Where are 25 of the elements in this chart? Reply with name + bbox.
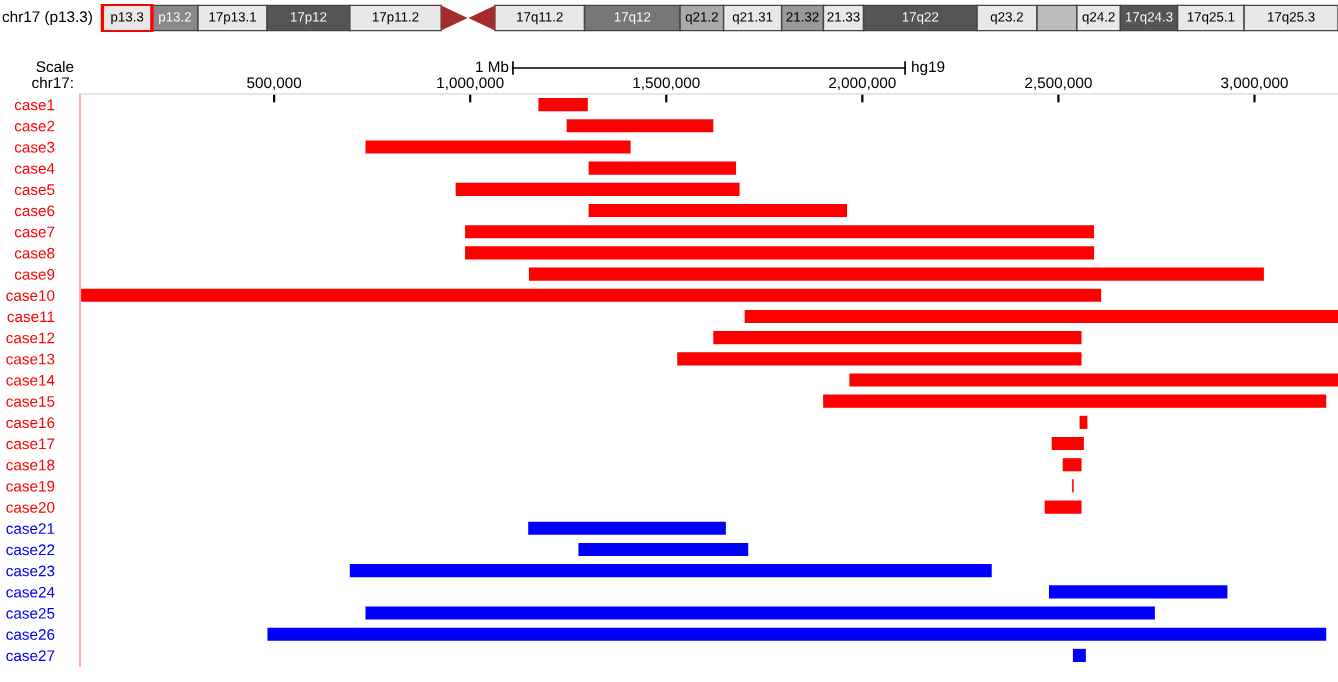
bar <box>588 203 848 218</box>
bar <box>349 564 992 578</box>
bar <box>365 606 1155 620</box>
bar <box>267 627 1327 641</box>
bar <box>823 394 1327 408</box>
bar <box>1062 458 1082 472</box>
bar <box>744 309 1338 324</box>
bar <box>566 119 714 133</box>
bar <box>365 140 631 154</box>
bar <box>578 542 749 557</box>
bar <box>588 161 737 175</box>
bar <box>1044 500 1082 514</box>
bar <box>677 352 1082 366</box>
bar <box>849 373 1338 387</box>
bar <box>455 182 740 196</box>
bar <box>528 521 726 535</box>
bar <box>1051 436 1084 451</box>
bar <box>465 225 1095 239</box>
bar <box>80 288 1102 302</box>
bar <box>713 331 1082 345</box>
bar <box>529 267 1264 281</box>
bar <box>538 98 588 112</box>
bar <box>1048 585 1228 599</box>
bar <box>1072 648 1086 662</box>
bar <box>465 246 1095 260</box>
